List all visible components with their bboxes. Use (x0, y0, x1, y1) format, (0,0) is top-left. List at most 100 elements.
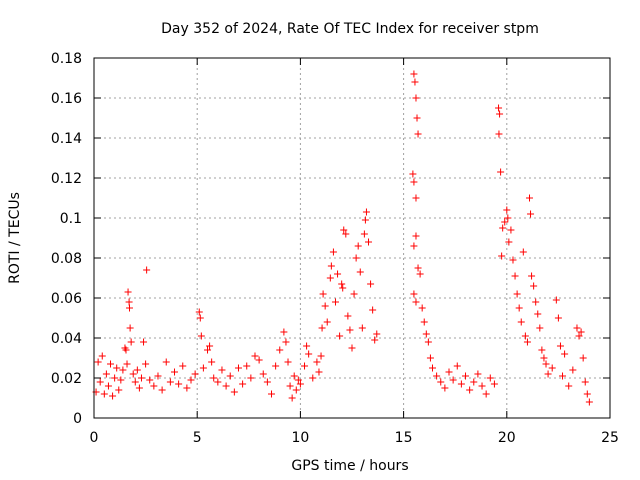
data-point (565, 382, 573, 390)
x-tick-label: 0 (90, 430, 99, 446)
data-point (554, 314, 562, 322)
data-point (354, 242, 362, 250)
data-point (263, 378, 271, 386)
data-point (470, 378, 478, 386)
data-point (413, 114, 421, 122)
data-point (142, 360, 150, 368)
data-point (305, 350, 313, 358)
data-point (420, 318, 428, 326)
data-point (187, 376, 195, 384)
data-point (317, 352, 325, 360)
data-point (544, 370, 552, 378)
data-point (288, 394, 296, 402)
data-point (96, 378, 104, 386)
data-point (104, 382, 112, 390)
data-point (575, 332, 583, 340)
data-point (230, 388, 238, 396)
x-tick-label: 15 (395, 430, 413, 446)
data-point (410, 70, 418, 78)
data-point (321, 302, 329, 310)
data-point (441, 384, 449, 392)
data-point (409, 170, 417, 178)
data-point (445, 368, 453, 376)
data-point (424, 338, 432, 346)
data-point (334, 270, 342, 278)
data-point (222, 382, 230, 390)
data-point (342, 230, 350, 238)
data-point (548, 364, 556, 372)
y-tick-label: 0.04 (51, 331, 82, 347)
data-point (206, 342, 214, 350)
data-point (356, 268, 364, 276)
data-point (503, 206, 511, 214)
data-point (585, 398, 593, 406)
data-point (197, 332, 205, 340)
data-point (292, 386, 300, 394)
data-points (92, 70, 593, 406)
data-point (486, 374, 494, 382)
data-point (125, 298, 133, 306)
data-point (360, 230, 368, 238)
data-point (527, 210, 535, 218)
data-point (523, 338, 531, 346)
data-point (556, 342, 564, 350)
data-point (361, 216, 369, 224)
data-point (559, 372, 567, 380)
data-point (102, 370, 110, 378)
data-point (540, 354, 548, 362)
data-point (327, 262, 335, 270)
data-point (338, 280, 346, 288)
data-point (166, 378, 174, 386)
data-point (344, 312, 352, 320)
y-tick-label: 0.16 (51, 91, 82, 107)
data-point (496, 110, 504, 118)
data-point (208, 358, 216, 366)
data-point (98, 352, 106, 360)
data-point (411, 78, 419, 86)
data-point (579, 354, 587, 362)
grid-lines (94, 58, 610, 418)
data-point (126, 324, 134, 332)
x-tick-label: 10 (291, 430, 309, 446)
data-point (369, 306, 377, 314)
data-point (532, 298, 540, 306)
data-point (243, 362, 251, 370)
data-point (301, 362, 309, 370)
data-point (122, 346, 130, 354)
data-point (158, 386, 166, 394)
data-point (313, 358, 321, 366)
data-point (552, 296, 560, 304)
data-point (365, 238, 373, 246)
y-tick-label: 0.1 (60, 211, 82, 227)
data-point (517, 318, 525, 326)
data-point (247, 374, 255, 382)
data-point (331, 298, 339, 306)
data-point (410, 242, 418, 250)
data-point (426, 354, 434, 362)
data-point (107, 360, 115, 368)
data-point (140, 338, 148, 346)
data-point (453, 362, 461, 370)
data-point (323, 318, 331, 326)
data-point (318, 324, 326, 332)
data-point (175, 380, 183, 388)
data-point (362, 208, 370, 216)
data-point (150, 382, 158, 390)
data-point (117, 376, 125, 384)
x-tick-label: 25 (601, 430, 619, 446)
data-point (416, 270, 424, 278)
data-point (131, 378, 139, 386)
data-point (577, 328, 585, 336)
data-point (234, 364, 242, 372)
data-point (542, 360, 550, 368)
data-point (290, 372, 298, 380)
data-point (280, 328, 288, 336)
data-point (127, 338, 135, 346)
data-point (509, 256, 517, 264)
data-point (573, 324, 581, 332)
data-point (414, 130, 422, 138)
data-point (129, 370, 137, 378)
data-point (371, 336, 379, 344)
data-point (135, 384, 143, 392)
